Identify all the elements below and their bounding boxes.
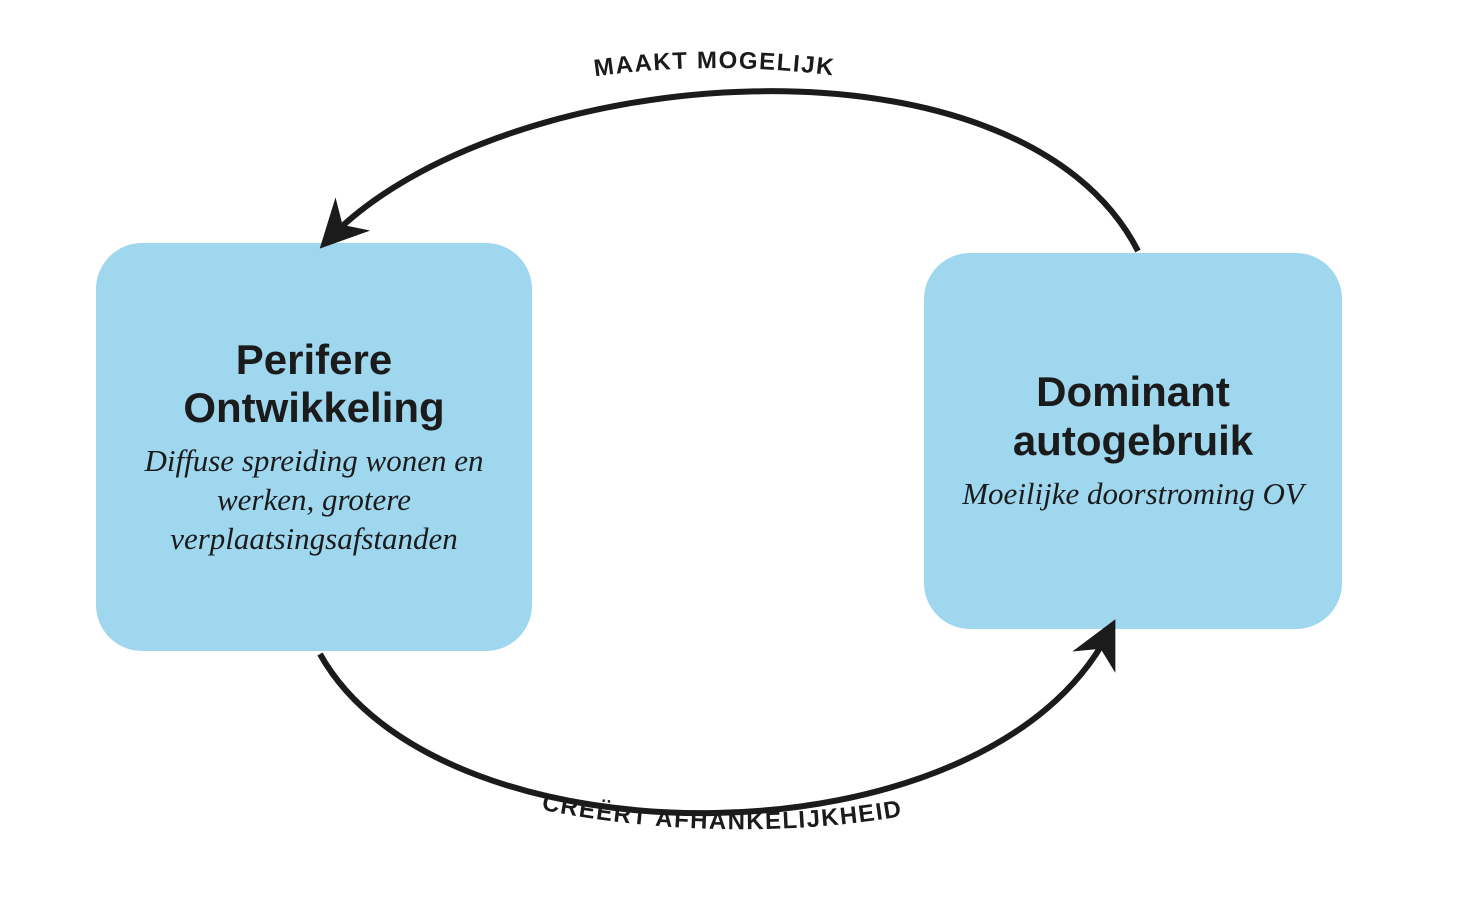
edge-maakt-mogelijk (328, 91, 1138, 251)
edge-label-bottom-text: CREËRT AFHANKELIJKHEID (540, 789, 905, 835)
node-subtitle: Diffuse spreiding wonen en werken, grote… (120, 442, 508, 558)
node-title-line1: Dominantautogebruik (1013, 368, 1253, 463)
edge-label-top-text: MAAKT MOGELIJK (592, 47, 836, 82)
edge-label-top: MAAKT MOGELIJK (592, 47, 836, 82)
node-title-line1: PerifereOntwikkeling (183, 336, 444, 431)
edge-label-bottom: CREËRT AFHANKELIJKHEID (540, 789, 905, 835)
node-perifere-ontwikkeling: PerifereOntwikkeling Diffuse spreiding w… (96, 243, 532, 651)
node-title: PerifereOntwikkeling (183, 336, 444, 433)
node-dominant-autogebruik: Dominantautogebruik Moeilijke doorstromi… (924, 253, 1342, 629)
diagram-canvas: PerifereOntwikkeling Diffuse spreiding w… (0, 0, 1482, 907)
node-subtitle: Moeilijke doorstroming OV (962, 475, 1304, 514)
node-title: Dominantautogebruik (1013, 368, 1253, 465)
edge-creeert-afhankelijkheid (320, 630, 1110, 813)
